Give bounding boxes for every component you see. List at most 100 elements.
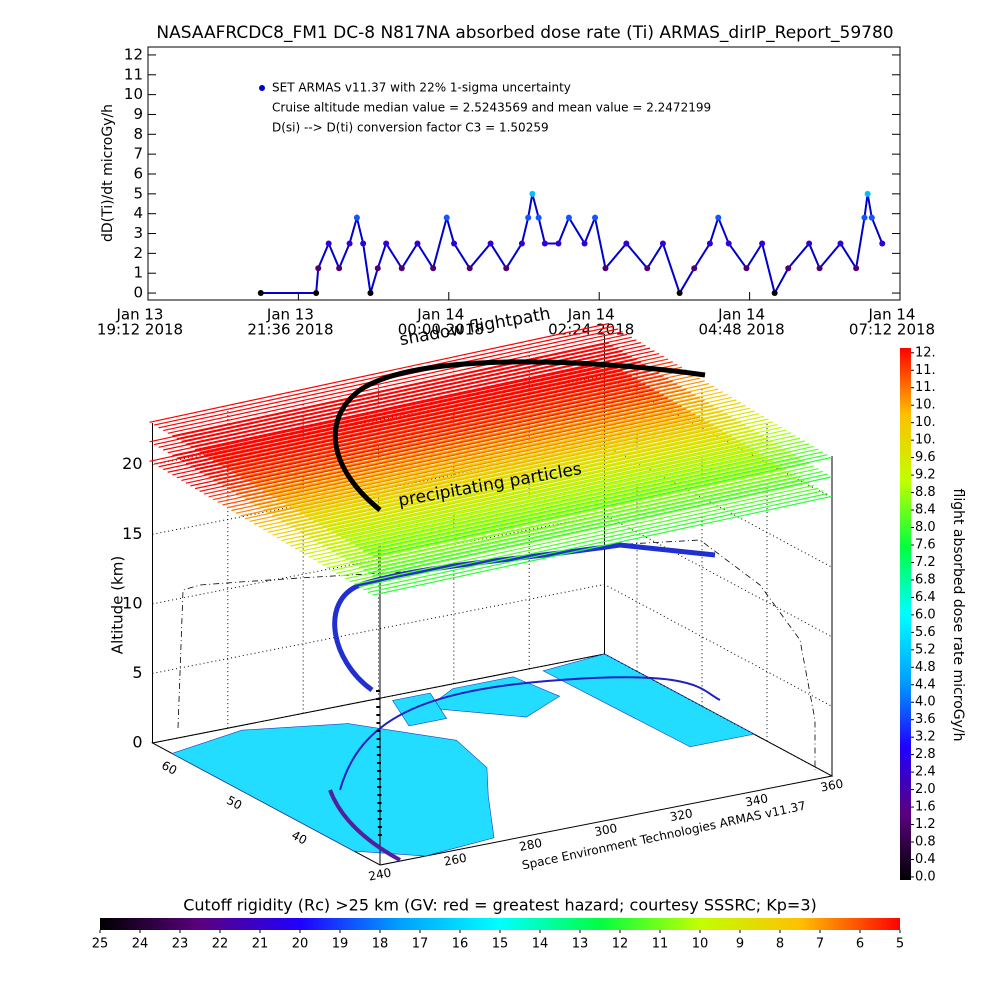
particle-layer	[326, 429, 787, 530]
grid-line	[152, 583, 833, 707]
particle-layer	[326, 448, 787, 549]
chart-title: NASAAFRCDC8_FM1 DC-8 N817NA absorbed dos…	[156, 23, 893, 43]
particle-layer	[313, 440, 773, 541]
z-tick-label: 0	[132, 733, 142, 752]
particle-layer	[244, 419, 705, 520]
particle-layer	[281, 421, 742, 522]
particle-layer	[199, 372, 660, 473]
particle-layer	[240, 397, 701, 498]
particle-layer	[176, 378, 637, 479]
flight-path	[332, 542, 716, 693]
data-point	[853, 265, 860, 272]
data-point	[602, 265, 609, 272]
x-tick-label: 340	[744, 791, 769, 809]
particle-layer	[194, 369, 655, 470]
colorbar-tick-label: 0.8	[915, 835, 936, 850]
particle-layer	[231, 391, 692, 492]
colorbar-tick-label: 8.8	[915, 485, 936, 500]
particle-layer	[335, 473, 796, 574]
y-tick-label: 5	[133, 184, 143, 202]
particle-layer	[308, 457, 769, 558]
particle-layer	[185, 383, 646, 484]
colorbar-tick-label: 3.2	[915, 730, 936, 745]
y-tick-label: 2	[133, 244, 143, 262]
particle-layer	[367, 473, 828, 574]
data-point	[414, 240, 421, 247]
particle-layer	[322, 426, 783, 527]
x-tick-label: 280	[518, 836, 543, 854]
data-point	[676, 290, 683, 297]
particle-layer	[290, 427, 751, 528]
annotation: D(si) --> D(ti) conversion factor C3 = 1…	[272, 121, 549, 135]
y-tick-label: 6	[133, 164, 143, 182]
particle-layer	[181, 361, 642, 462]
particle-layer	[263, 410, 723, 511]
x-tick-label: 320	[669, 806, 694, 824]
colorbar-tick-label: 10.	[915, 415, 936, 430]
z-tick-label: 20	[122, 454, 142, 473]
colorbar-tick-label: 2.8	[915, 747, 936, 762]
data-point	[743, 265, 750, 272]
particle-layer	[363, 470, 824, 571]
particle-layer	[235, 413, 696, 514]
annotation: Cruise altitude median value = 2.5243569…	[272, 101, 711, 115]
data-point	[315, 265, 322, 272]
colorbar-tick-label: 6	[856, 937, 864, 952]
y-tick-label: 10	[124, 85, 143, 103]
data-point	[725, 240, 732, 247]
colorbar-tick-label: 6.4	[915, 590, 936, 605]
data-point	[816, 265, 823, 272]
colorbar	[100, 918, 900, 930]
particle-layer	[267, 413, 728, 514]
particle-layer	[217, 402, 678, 503]
data-point	[336, 265, 343, 272]
y-tick-label: 3	[133, 224, 143, 242]
y-tick-label: 4	[133, 204, 143, 222]
data-point	[623, 240, 630, 247]
particle-layer	[172, 356, 632, 457]
particle-layer	[322, 446, 783, 547]
particle-layer	[149, 361, 610, 462]
data-point	[861, 214, 868, 221]
particle-layer	[340, 457, 801, 558]
particle-layer	[172, 336, 632, 437]
ground-track	[339, 676, 721, 791]
colorbar-tick-label: 4.4	[915, 677, 936, 692]
particle-layer	[367, 454, 828, 555]
particle-layer	[231, 411, 692, 512]
particle-layer	[240, 377, 701, 478]
data-point	[257, 290, 264, 297]
x-tick-label: Jan 14	[868, 306, 916, 324]
particle-layer	[267, 432, 728, 533]
particle-layer	[190, 386, 651, 487]
data-point	[518, 240, 525, 247]
x-tick-label: 04:48 2018	[699, 321, 785, 339]
data-point	[430, 265, 437, 272]
particle-layer	[203, 355, 664, 456]
data-point	[443, 214, 450, 221]
y-tick-label: 7	[133, 145, 143, 163]
colorbar-tick-label: 22	[212, 937, 229, 952]
x-tick-label: Jan 13	[116, 306, 164, 324]
particle-layer	[372, 476, 833, 577]
particle-layer	[203, 375, 664, 476]
particle-layer	[363, 451, 824, 552]
data-point	[879, 240, 886, 247]
colorbar-tick-label: 6.8	[915, 572, 936, 587]
x-tick-label: Jan 14	[717, 306, 765, 324]
particle-layer	[254, 405, 714, 506]
particle-layer	[208, 377, 669, 478]
colorbar-tick-label: 9	[736, 937, 744, 952]
particle-layer	[176, 339, 637, 440]
colorbar-tick-label: 7.2	[915, 555, 936, 570]
particle-layer	[349, 482, 810, 583]
particle-layer	[176, 358, 637, 459]
particle-layer	[149, 322, 610, 423]
colorbar-tick-label: 5.2	[915, 642, 936, 657]
particle-layer	[372, 495, 833, 596]
colorbar-tick-label: 15	[492, 937, 509, 952]
particle-layer	[153, 325, 614, 426]
particle-layer	[181, 342, 642, 443]
colorbar-tick-label: 13	[572, 937, 589, 952]
